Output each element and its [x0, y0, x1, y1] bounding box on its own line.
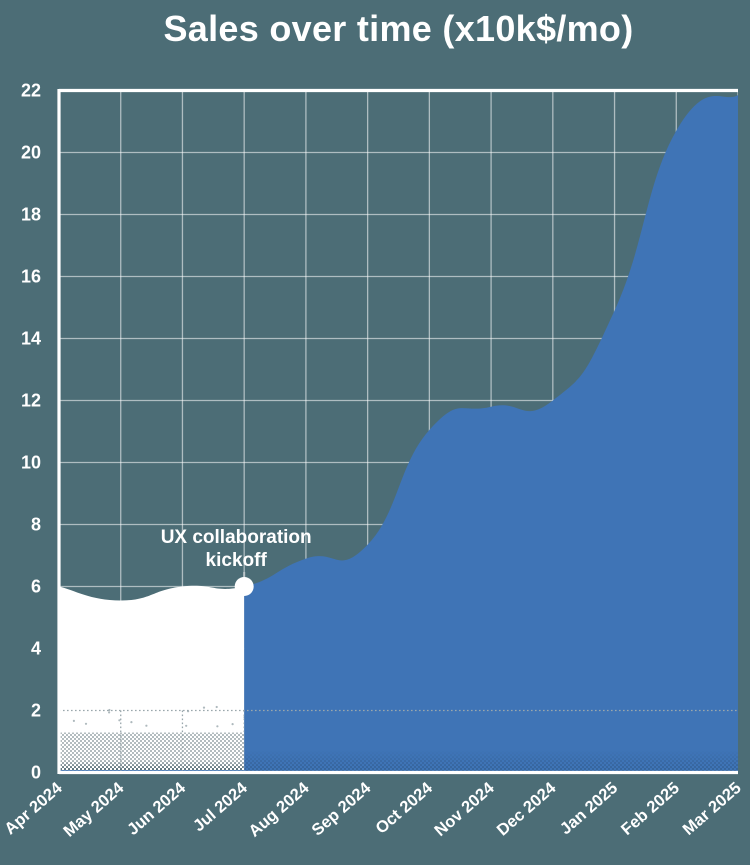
svg-text:18: 18	[21, 205, 41, 225]
svg-text:Feb 2025: Feb 2025	[618, 779, 683, 839]
svg-text:Sep 2024: Sep 2024	[308, 778, 374, 839]
svg-text:Oct 2024: Oct 2024	[372, 778, 436, 837]
svg-text:10: 10	[21, 453, 41, 473]
svg-text:Mar 2025: Mar 2025	[680, 779, 745, 839]
svg-text:16: 16	[21, 267, 41, 287]
svg-text:Apr 2024: Apr 2024	[1, 778, 66, 838]
svg-text:Dec 2024: Dec 2024	[494, 778, 560, 839]
svg-text:20: 20	[21, 143, 41, 163]
svg-text:Jul 2024: Jul 2024	[190, 778, 252, 835]
svg-text:8: 8	[31, 515, 41, 535]
svg-text:0: 0	[31, 763, 41, 783]
svg-text:14: 14	[21, 329, 41, 349]
svg-text:4: 4	[31, 639, 41, 659]
svg-text:Jan 2025: Jan 2025	[557, 779, 621, 838]
svg-text:2: 2	[31, 701, 41, 721]
svg-text:May 2024: May 2024	[60, 778, 128, 840]
svg-text:kickoff: kickoff	[206, 550, 268, 571]
svg-text:Aug 2024: Aug 2024	[245, 778, 313, 840]
svg-text:6: 6	[31, 577, 41, 597]
svg-text:UX collaboration: UX collaboration	[161, 527, 312, 548]
svg-text:Jun 2024: Jun 2024	[124, 778, 190, 838]
svg-text:12: 12	[21, 391, 41, 411]
svg-text:22: 22	[21, 81, 41, 101]
svg-text:Nov 2024: Nov 2024	[431, 778, 498, 840]
